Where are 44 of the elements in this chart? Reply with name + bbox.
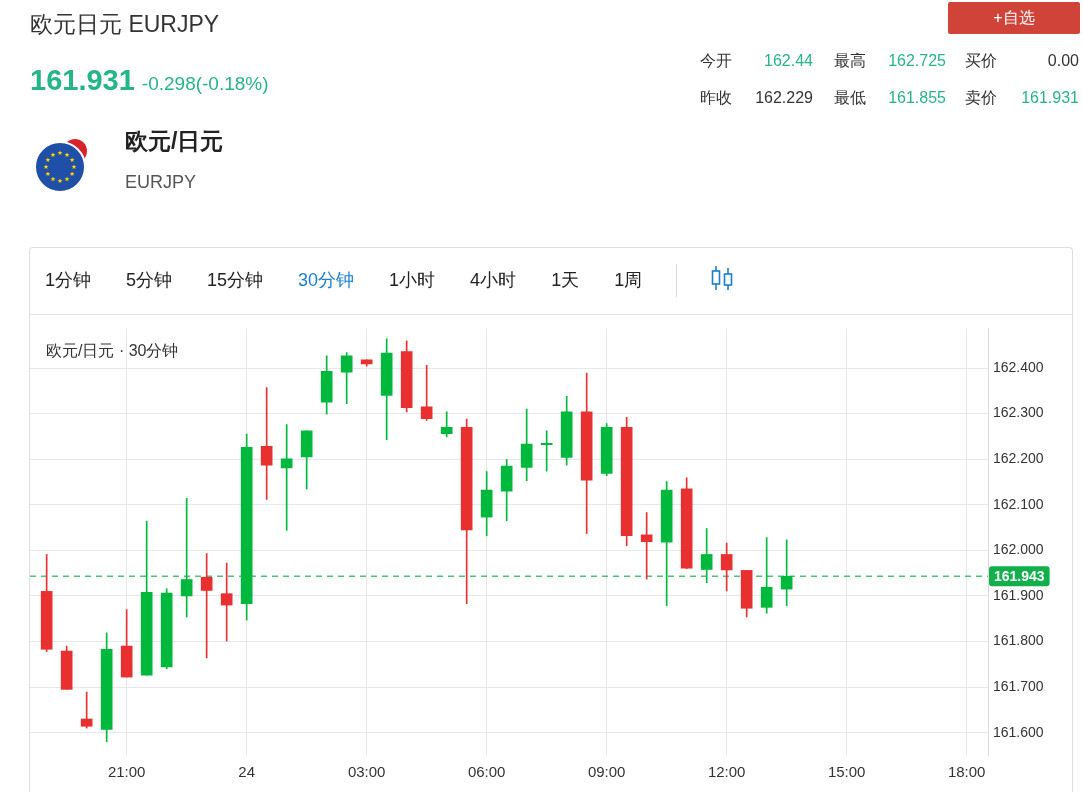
text: 昨收 [700,88,732,108]
text: 1周 [614,269,643,292]
text: 161.855 [888,88,946,108]
x-tick-label: 24 [238,763,256,781]
text: 今开 [700,51,732,71]
text: 161.931 [30,64,135,97]
text: 1天 [551,269,580,292]
text: 15分钟 [207,269,264,292]
x-tick-label: 18:00 [947,763,986,781]
text: 欧元/日元 [125,127,224,156]
y-tick-label: 161.700 [993,677,1044,694]
x-tick-label: 09:00 [587,763,626,781]
text: 欧元/日元 · 30分钟 [46,341,179,359]
y-tick-label: 162.200 [993,450,1044,467]
y-tick-label: 161.900 [993,586,1044,603]
text: 162.44 [764,51,813,71]
x-tick-label: 12:00 [707,763,746,781]
text: 162.229 [755,88,813,108]
text: 买价 [965,51,997,71]
text: 1小时 [389,269,436,292]
y-tick-label: 162.300 [993,404,1044,421]
text: -0.298(-0.18%) [141,73,269,95]
x-tick-label: 06:00 [467,763,506,781]
text: 161.931 [1021,88,1079,108]
chart-title: 欧元日元 EURJPY [30,10,220,39]
y-tick-label: 162.100 [993,495,1044,512]
y-tick-label: 161.600 [993,723,1044,740]
ref-line-label: 161.943 [994,568,1045,585]
text: 4小时 [470,269,517,292]
y-tick-label: 162.000 [993,541,1044,558]
text: 0.00 [1047,51,1079,71]
text: 卖价 [965,88,997,108]
text: EURJPY [125,171,197,194]
text: 最低 [834,88,866,108]
y-tick-label: 162.400 [993,358,1044,375]
y-tick-label: 161.800 [993,632,1044,649]
text: 162.725 [888,51,946,71]
text: 5分钟 [126,269,173,292]
x-tick-label: 21:00 [107,763,146,781]
text: 最高 [834,51,866,71]
text: 1分钟 [45,269,92,292]
x-tick-label: 15:00 [827,763,866,781]
text: 30分钟 [298,269,355,292]
x-tick-label: 03:00 [347,763,386,781]
